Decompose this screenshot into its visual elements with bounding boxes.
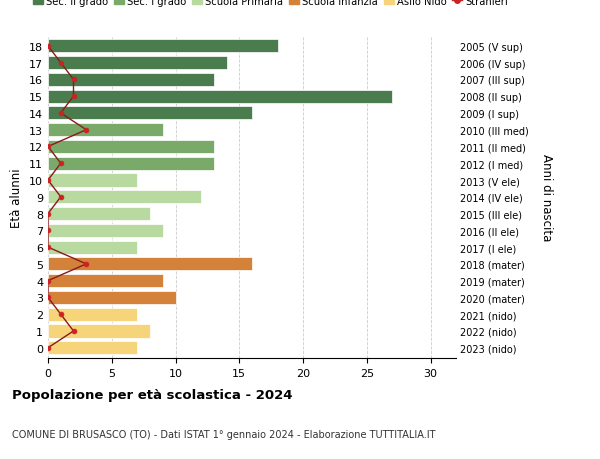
Bar <box>48 308 137 321</box>
Bar <box>48 341 137 354</box>
Bar <box>48 74 214 87</box>
Y-axis label: Anni di nascita: Anni di nascita <box>540 154 553 241</box>
Bar <box>48 291 176 304</box>
Bar <box>48 157 214 170</box>
Text: Popolazione per età scolastica - 2024: Popolazione per età scolastica - 2024 <box>12 388 293 401</box>
Bar <box>48 258 252 271</box>
Bar <box>48 90 392 103</box>
Bar <box>48 191 201 204</box>
Bar <box>48 274 163 288</box>
Legend: Sec. II grado, Sec. I grado, Scuola Primaria, Scuola Infanzia, Asilo Nido, Stran: Sec. II grado, Sec. I grado, Scuola Prim… <box>32 0 508 7</box>
Text: COMUNE DI BRUSASCO (TO) - Dati ISTAT 1° gennaio 2024 - Elaborazione TUTTITALIA.I: COMUNE DI BRUSASCO (TO) - Dati ISTAT 1° … <box>12 429 436 439</box>
Bar <box>48 57 227 70</box>
Bar <box>48 40 277 53</box>
Bar <box>48 325 150 338</box>
Bar <box>48 174 137 187</box>
Bar <box>48 241 137 254</box>
Y-axis label: Età alunni: Età alunni <box>10 168 23 227</box>
Bar <box>48 207 150 221</box>
Bar <box>48 140 214 154</box>
Bar <box>48 124 163 137</box>
Bar <box>48 224 163 237</box>
Bar <box>48 107 252 120</box>
